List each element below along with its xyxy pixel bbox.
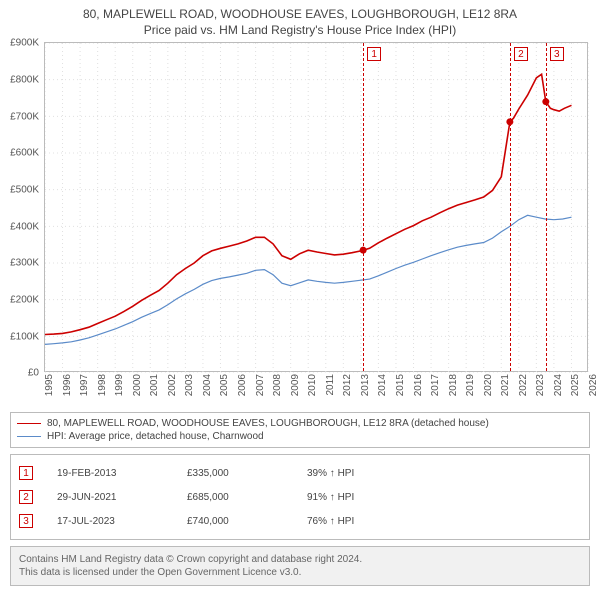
x-tick-label: 2023 [535, 374, 546, 396]
x-tick-label: 2000 [132, 374, 143, 396]
sale-vline [546, 43, 547, 371]
x-tick-label: 2022 [518, 374, 529, 396]
sale-row: 2 29-JUN-2021 £685,000 91% ↑ HPI [19, 485, 581, 509]
legend-swatch [17, 423, 41, 424]
x-tick-label: 2007 [255, 374, 266, 396]
y-tick-label: £500K [10, 185, 39, 196]
y-tick-label: £900K [10, 38, 39, 49]
x-tick-label: 2021 [500, 374, 511, 396]
y-tick-label: £100K [10, 331, 39, 342]
x-tick-label: 2012 [342, 374, 353, 396]
x-tick-label: 1998 [97, 374, 108, 396]
chart-svg [45, 43, 589, 373]
legend-box: 80, MAPLEWELL ROAD, WOODHOUSE EAVES, LOU… [10, 412, 590, 448]
x-tick-label: 2016 [413, 374, 424, 396]
y-tick-label: £200K [10, 295, 39, 306]
sale-vline [363, 43, 364, 371]
x-tick-label: 2017 [430, 374, 441, 396]
y-axis-ticks: £0£100K£200K£300K£400K£500K£600K£700K£80… [1, 43, 41, 371]
x-tick-label: 2013 [360, 374, 371, 396]
legend-label: HPI: Average price, detached house, Char… [47, 431, 264, 442]
sale-badge: 1 [19, 466, 33, 480]
x-tick-label: 2006 [237, 374, 248, 396]
x-tick-label: 1996 [62, 374, 73, 396]
x-tick-label: 2008 [272, 374, 283, 396]
sale-badge: 3 [19, 514, 33, 528]
x-tick-label: 2015 [395, 374, 406, 396]
x-axis-ticks: 1995 1996 1997 1998 1999 2000 2001 2002 2003 2004… [44, 372, 588, 406]
footer-line-2: This data is licensed under the Open Gov… [19, 566, 581, 579]
y-tick-label: £800K [10, 75, 39, 86]
x-tick-label: 2003 [184, 374, 195, 396]
sale-delta: 39% ↑ HPI [307, 468, 581, 479]
y-tick-label: £700K [10, 111, 39, 122]
sale-callout-box: 1 [367, 47, 381, 61]
x-tick-label: 2014 [377, 374, 388, 396]
x-tick-label: 1995 [44, 374, 55, 396]
sale-row: 3 17-JUL-2023 £740,000 76% ↑ HPI [19, 509, 581, 533]
sale-row: 1 19-FEB-2013 £335,000 39% ↑ HPI [19, 461, 581, 485]
y-tick-label: £0 [28, 368, 39, 379]
x-tick-label: 2024 [553, 374, 564, 396]
x-tick-label: 2009 [290, 374, 301, 396]
sales-table: 1 19-FEB-2013 £335,000 39% ↑ HPI 2 29-JUN-202… [10, 454, 590, 540]
legend-swatch [17, 436, 41, 437]
footer-line-1: Contains HM Land Registry data © Crown c… [19, 553, 581, 566]
y-tick-label: £300K [10, 258, 39, 269]
sale-vline [510, 43, 511, 371]
x-tick-label: 2005 [219, 374, 230, 396]
sale-delta: 76% ↑ HPI [307, 516, 581, 527]
sale-callout-box: 2 [514, 47, 528, 61]
x-tick-label: 2004 [202, 374, 213, 396]
x-tick-label: 2025 [570, 374, 581, 396]
x-tick-label: 2026 [588, 374, 599, 396]
sale-callout-box: 3 [550, 47, 564, 61]
sale-badge: 2 [19, 490, 33, 504]
sale-price: £685,000 [187, 492, 297, 503]
x-tick-label: 2020 [483, 374, 494, 396]
x-tick-label: 2001 [149, 374, 160, 396]
title-line-2: Price paid vs. HM Land Registry's House … [0, 22, 600, 38]
y-tick-label: £600K [10, 148, 39, 159]
x-tick-label: 2018 [448, 374, 459, 396]
x-tick-label: 2019 [465, 374, 476, 396]
sale-price: £740,000 [187, 516, 297, 527]
footer-attribution: Contains HM Land Registry data © Crown c… [10, 546, 590, 586]
x-tick-label: 2002 [167, 374, 178, 396]
sale-delta: 91% ↑ HPI [307, 492, 581, 503]
chart-plot-area: £0£100K£200K£300K£400K£500K£600K£700K£80… [44, 42, 588, 372]
title-block: 80, MAPLEWELL ROAD, WOODHOUSE EAVES, LOU… [0, 0, 600, 38]
sale-price: £335,000 [187, 468, 297, 479]
figure-root: 80, MAPLEWELL ROAD, WOODHOUSE EAVES, LOU… [0, 0, 600, 586]
x-tick-label: 2011 [325, 374, 336, 396]
x-tick-label: 1999 [114, 374, 125, 396]
x-tick-label: 2010 [307, 374, 318, 396]
x-tick-label: 1997 [79, 374, 90, 396]
sale-date: 19-FEB-2013 [57, 468, 177, 479]
sale-date: 29-JUN-2021 [57, 492, 177, 503]
title-line-1: 80, MAPLEWELL ROAD, WOODHOUSE EAVES, LOU… [0, 6, 600, 22]
sale-date: 17-JUL-2023 [57, 516, 177, 527]
legend-row: 80, MAPLEWELL ROAD, WOODHOUSE EAVES, LOU… [17, 417, 583, 430]
legend-row: HPI: Average price, detached house, Char… [17, 430, 583, 443]
y-tick-label: £400K [10, 221, 39, 232]
legend-label: 80, MAPLEWELL ROAD, WOODHOUSE EAVES, LOU… [47, 418, 489, 429]
